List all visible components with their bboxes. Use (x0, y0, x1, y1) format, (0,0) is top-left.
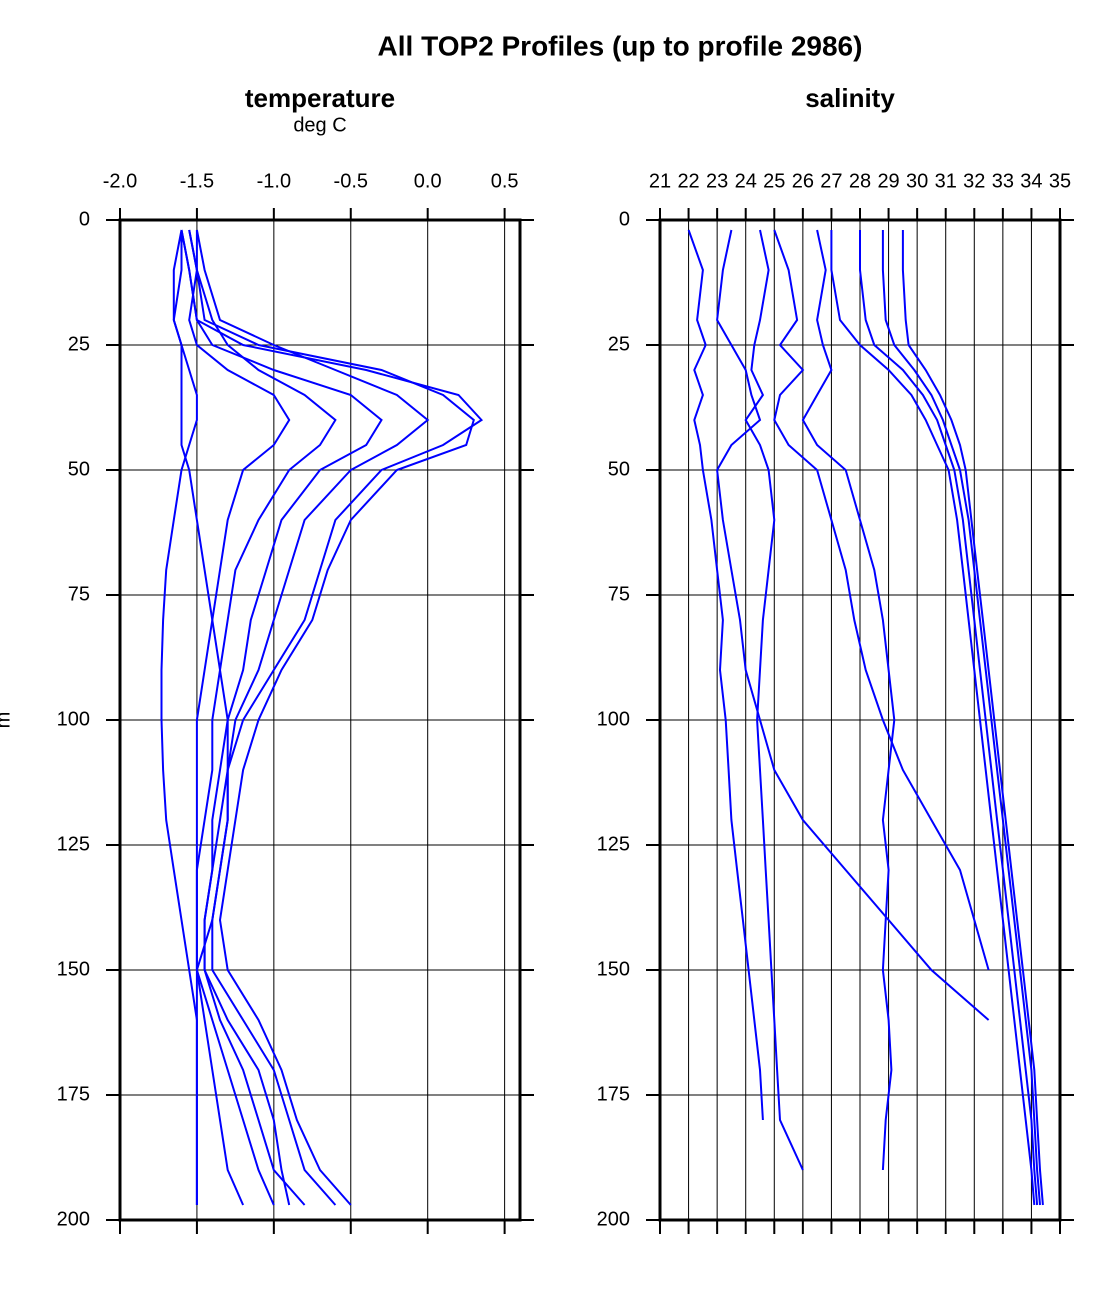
y-tick-label: 75 (608, 583, 630, 605)
x-tick-label: 0.5 (491, 170, 519, 192)
page-title: All TOP2 Profiles (up to profile 2986) (378, 30, 863, 61)
profile-line (901, 230, 1044, 1206)
y-tick-label: 125 (57, 833, 90, 855)
x-tick-label: -0.5 (334, 170, 368, 192)
profile-line (859, 230, 1039, 1206)
x-tick-label: -1.0 (257, 170, 291, 192)
y-tick-label: 125 (597, 833, 630, 855)
panel-title: temperature (245, 83, 395, 113)
profile-line (744, 229, 804, 1171)
y-tick-label: 175 (57, 1083, 90, 1105)
profile-line (773, 229, 990, 971)
y-tick-label: 75 (68, 583, 90, 605)
y-tick-label: 25 (68, 333, 90, 355)
x-tick-label: 29 (877, 170, 899, 192)
y-tick-label: 50 (68, 458, 90, 480)
x-tick-label: 26 (792, 170, 814, 192)
profile-line (188, 229, 475, 1206)
x-tick-label: 25 (763, 170, 785, 192)
profile-line (195, 230, 337, 1206)
x-tick-label: 33 (992, 170, 1014, 192)
profile-line (801, 229, 896, 1171)
y-tick-label: 25 (608, 333, 630, 355)
y-tick-label: 200 (57, 1208, 90, 1230)
x-tick-label: 35 (1049, 170, 1071, 192)
x-tick-label: 28 (849, 170, 871, 192)
panel-title: salinity (805, 83, 895, 113)
plot-frame (658, 218, 1062, 1222)
panel-subtitle: deg C (293, 114, 346, 136)
y-tick-label: 150 (57, 958, 90, 980)
profile-line (172, 229, 229, 1205)
y-tick-label: 0 (619, 208, 630, 230)
y-tick-label: 200 (597, 1208, 630, 1230)
x-tick-label: 32 (963, 170, 985, 192)
profile-line (180, 229, 484, 1206)
profile-line (160, 230, 198, 1205)
plot-frame (118, 218, 522, 1222)
x-tick-label: -2.0 (103, 170, 137, 192)
x-tick-label: 21 (649, 170, 671, 192)
y-tick-label: 100 (597, 708, 630, 730)
x-tick-label: 0.0 (414, 170, 442, 192)
x-tick-label: -1.5 (180, 170, 214, 192)
profile-line (830, 230, 1036, 1206)
y-tick-label: 100 (57, 708, 90, 730)
x-tick-label: 34 (1020, 170, 1042, 192)
y-axis-label: m (0, 712, 14, 729)
y-tick-label: 0 (79, 208, 90, 230)
profile-line (195, 229, 430, 1206)
profile-line (881, 230, 1041, 1206)
x-tick-label: 22 (677, 170, 699, 192)
profile-line (180, 229, 383, 1206)
y-tick-label: 175 (597, 1083, 630, 1105)
y-tick-label: 150 (597, 958, 630, 980)
profile-line (188, 229, 291, 1206)
profile-line (716, 229, 990, 1021)
x-tick-label: 24 (735, 170, 757, 192)
x-tick-label: 27 (820, 170, 842, 192)
x-tick-label: 23 (706, 170, 728, 192)
y-tick-label: 50 (608, 458, 630, 480)
profile-line (687, 229, 764, 1121)
x-tick-label: 31 (935, 170, 957, 192)
x-tick-label: 30 (906, 170, 928, 192)
